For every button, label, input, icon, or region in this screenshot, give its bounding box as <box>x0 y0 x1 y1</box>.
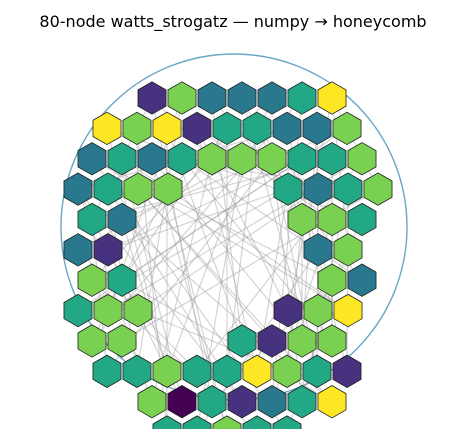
hex-node <box>167 385 197 419</box>
graph-edge <box>196 127 333 220</box>
graph-edge <box>136 97 183 372</box>
hex-node <box>167 142 197 176</box>
graph-edge <box>121 127 348 220</box>
hex-node <box>257 385 287 419</box>
hex-node <box>257 81 287 115</box>
hex-node <box>363 172 393 206</box>
hex-node <box>197 142 227 176</box>
hex-node <box>107 324 137 358</box>
hex-node <box>227 81 257 115</box>
graph-edge <box>196 158 243 429</box>
hex-node <box>63 233 93 267</box>
hex-node <box>347 263 377 297</box>
hex-node <box>182 111 212 146</box>
graph-edge <box>137 188 319 312</box>
hex-node <box>227 324 257 358</box>
hex-node <box>122 354 152 388</box>
hex-node <box>303 233 333 267</box>
hex-node <box>182 415 212 429</box>
hex-node <box>93 172 123 206</box>
hex-node <box>152 111 182 146</box>
hex-node <box>317 385 347 419</box>
hex-node <box>317 81 347 115</box>
hex-node <box>273 293 303 328</box>
hex-node <box>333 172 363 206</box>
hex-node <box>197 385 227 419</box>
hex-node <box>107 142 137 176</box>
hex-node <box>212 354 242 388</box>
hex-node <box>167 81 197 115</box>
hex-node <box>123 172 153 206</box>
figure-title: 80-node watts_strogatz — numpy → honeyco… <box>39 12 426 32</box>
hex-node <box>137 142 167 176</box>
hex-node <box>287 324 317 358</box>
hex-node <box>107 202 137 237</box>
hex-node <box>92 354 122 388</box>
hex-node <box>332 354 362 388</box>
hex-node <box>317 263 347 297</box>
hex-node <box>212 111 242 146</box>
hex-node <box>242 415 272 429</box>
graph-edge <box>121 219 168 372</box>
hex-node <box>287 385 317 419</box>
hex-node <box>227 142 257 176</box>
graph-edge <box>317 219 363 311</box>
hex-node <box>287 81 317 115</box>
hex-node <box>92 111 122 146</box>
hex-node <box>332 111 362 146</box>
hex-node <box>317 142 347 176</box>
graph-edge <box>107 188 289 251</box>
hex-node <box>242 111 272 146</box>
hex-node <box>122 111 152 146</box>
hex-node <box>257 142 287 176</box>
hex-node <box>123 293 153 328</box>
hex-node <box>303 293 333 328</box>
hex-node <box>272 415 302 429</box>
hex-node <box>212 415 242 429</box>
hex-node <box>77 202 107 237</box>
hex-node <box>302 111 332 146</box>
hex-node <box>197 81 227 115</box>
hex-node <box>303 172 333 206</box>
hex-node <box>347 142 377 176</box>
hex-node <box>333 293 363 328</box>
graph-edge <box>181 158 363 281</box>
hex-node <box>257 324 287 358</box>
hex-node <box>287 202 317 237</box>
hex-node <box>272 354 302 388</box>
hex-node <box>152 415 182 429</box>
hex-node <box>182 354 212 388</box>
hex-node <box>63 172 93 206</box>
graph-edge <box>77 158 243 251</box>
nodes-layer <box>63 81 393 429</box>
hex-node <box>272 111 302 146</box>
hex-node <box>77 263 107 297</box>
graph-edge <box>137 188 273 342</box>
hex-node <box>137 81 167 115</box>
hex-node <box>152 354 182 388</box>
hex-node <box>242 354 272 388</box>
hex-node <box>137 385 167 419</box>
hex-node <box>317 324 347 358</box>
hex-node <box>347 202 377 237</box>
hex-node <box>287 142 317 176</box>
hex-node <box>63 293 93 328</box>
hex-node <box>93 233 123 267</box>
hex-node <box>77 324 107 358</box>
hex-node <box>107 263 137 297</box>
hex-node <box>153 172 183 206</box>
hex-node <box>273 172 303 206</box>
hex-node <box>302 354 332 388</box>
hex-node <box>77 142 107 176</box>
hex-node <box>333 233 363 267</box>
hex-node <box>227 385 257 419</box>
graph-edge <box>331 97 379 190</box>
hex-node <box>93 293 123 328</box>
hex-node <box>317 202 347 237</box>
